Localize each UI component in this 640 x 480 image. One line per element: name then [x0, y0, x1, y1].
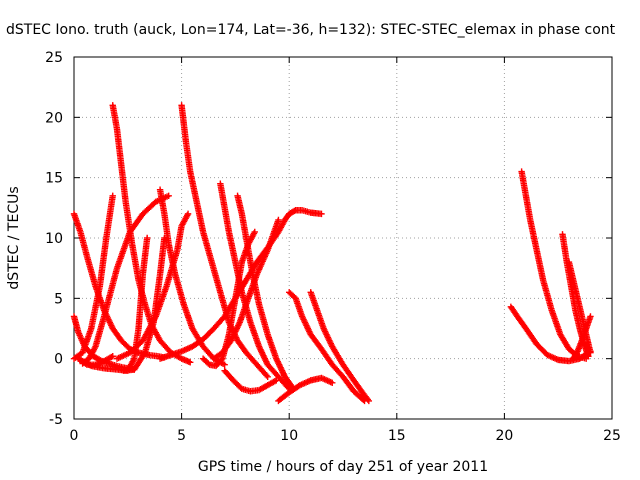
y-tick-label: 5: [54, 291, 63, 307]
data-point: [318, 210, 325, 218]
data-point: [587, 349, 594, 356]
y-tick-label: 15: [45, 171, 63, 187]
chart-title: dSTEC Iono. truth (auck, Lon=174, Lat=-3…: [6, 22, 616, 38]
series-arc-5: [79, 192, 172, 367]
data-point: [585, 353, 592, 360]
x-tick-label: 5: [177, 428, 186, 444]
series-arc-24: [565, 258, 594, 356]
data-point: [329, 379, 336, 386]
x-tick-label: 0: [70, 428, 79, 444]
data-point: [143, 234, 151, 242]
x-tick-label: 25: [603, 428, 621, 444]
axis-ticks: [73, 56, 613, 420]
series-arc-17: [221, 367, 280, 395]
x-tick-label: 15: [388, 428, 406, 444]
data-point: [263, 372, 270, 379]
y-tick-label: 20: [45, 110, 63, 126]
data-point: [365, 397, 373, 405]
data-point: [140, 350, 148, 358]
y-tick-label: 25: [45, 50, 63, 66]
y-tick-label: 10: [45, 231, 63, 247]
y-axis-tick-labels: -5 0 5 10 15 20 25: [45, 50, 63, 428]
data-point: [264, 373, 271, 380]
x-tick-label: 20: [495, 428, 513, 444]
series-arc-18: [275, 374, 336, 405]
data-points: [70, 102, 594, 405]
data-point: [364, 396, 371, 403]
data-point: [109, 192, 116, 199]
series-arc-22: [518, 168, 590, 362]
series-arc-9: [120, 234, 168, 374]
data-point: [273, 377, 280, 384]
y-tick-label: 0: [54, 352, 63, 368]
data-point: [109, 353, 116, 360]
data-point: [221, 361, 228, 368]
series-arc-14: [156, 207, 325, 362]
data-point: [291, 207, 298, 215]
data-point: [587, 313, 594, 320]
data-point: [184, 210, 192, 218]
series-arc-3: [70, 192, 116, 362]
data-point: [165, 192, 172, 199]
series-arc-10: [156, 186, 228, 368]
data-point: [161, 234, 168, 242]
x-tick-label: 10: [280, 428, 298, 444]
data-point: [187, 359, 194, 366]
data-point: [251, 228, 258, 236]
data-point: [275, 216, 282, 224]
series-arc-20: [307, 289, 373, 405]
series-arc-16: [210, 216, 282, 362]
series-arc-25: [570, 313, 594, 362]
y-tick-label: -5: [49, 412, 63, 428]
y-axis-title: dSTEC / TECUs: [6, 186, 22, 289]
x-axis-tick-labels: 0 5 10 15 20 25: [70, 428, 621, 444]
x-axis-title: GPS time / hours of day 251 of year 2011: [198, 459, 488, 475]
